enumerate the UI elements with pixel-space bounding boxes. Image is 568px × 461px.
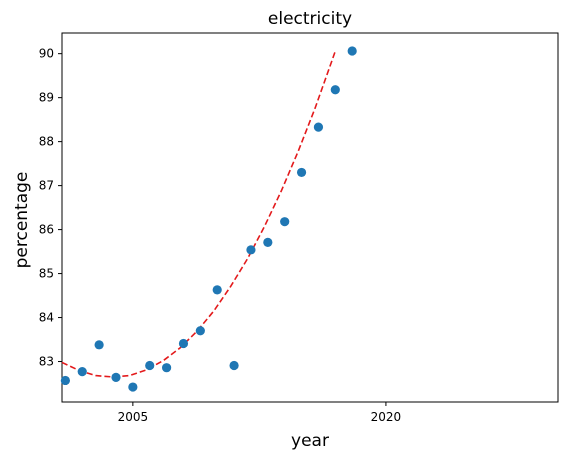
y-tick-label: 83: [39, 355, 54, 369]
data-point: [263, 237, 273, 247]
data-point: [145, 360, 155, 371]
axes-frame: [61, 32, 559, 403]
fit-layer: [61, 50, 337, 378]
data-point: [195, 326, 205, 336]
data-point: [296, 167, 307, 178]
y-tick-label: 84: [39, 311, 54, 325]
x-axis-label: year: [291, 431, 329, 451]
y-axis-label: percentage: [12, 172, 32, 269]
data-point: [128, 382, 138, 392]
y-tick-label: 87: [39, 179, 54, 193]
data-point: [330, 85, 340, 95]
data-point: [94, 340, 104, 350]
fit-curve: [61, 50, 337, 378]
y-tick-label: 88: [39, 135, 54, 149]
data-point: [60, 375, 70, 386]
data-point: [313, 122, 324, 132]
chart-title: electricity: [268, 9, 352, 29]
y-tick-label: 85: [39, 267, 54, 281]
data-point: [229, 360, 239, 371]
data-point: [111, 372, 121, 382]
data-point: [347, 46, 357, 56]
x-tick-label: 2005: [118, 410, 149, 424]
plot-area: [61, 32, 559, 403]
data-point: [162, 363, 172, 373]
data-point: [246, 245, 256, 255]
x-tick-label: 2020: [371, 410, 402, 424]
y-axis-ticks: 83 84 85 86 87 88 89 90: [39, 47, 62, 369]
x-axis-ticks: 2005 2020: [118, 402, 402, 424]
data-point: [280, 217, 290, 227]
y-tick-label: 89: [39, 91, 54, 105]
y-tick-label: 90: [39, 47, 54, 61]
data-point: [77, 367, 87, 377]
data-point: [212, 285, 222, 295]
points-layer: [60, 46, 357, 392]
data-point: [178, 338, 189, 349]
y-tick-label: 86: [39, 223, 54, 237]
